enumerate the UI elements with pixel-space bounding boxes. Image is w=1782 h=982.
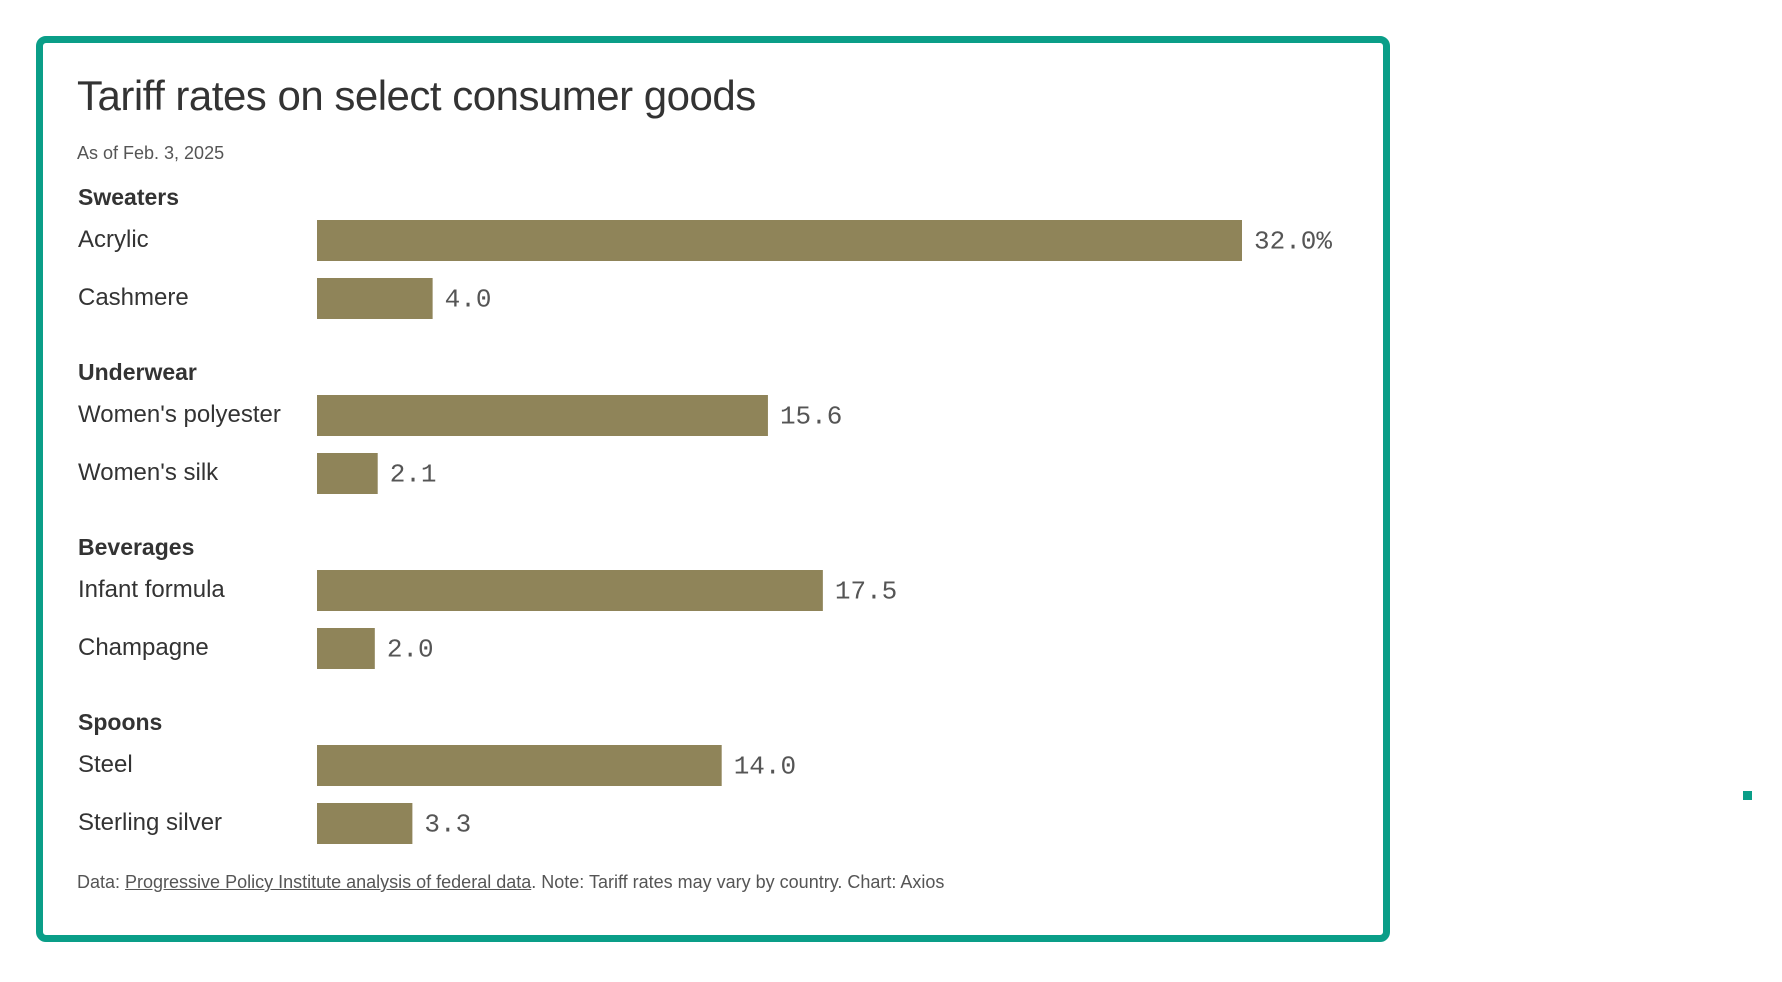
category-label-infant-formula: Infant formula — [78, 576, 225, 603]
category-label-steel: Steel — [78, 751, 133, 778]
chart-title: Tariff rates on select consumer goods — [77, 72, 756, 119]
chart-card — [36, 36, 1390, 942]
group-label-spoons: Spoons — [78, 709, 162, 735]
decorative-square — [1743, 791, 1752, 800]
value-label-champagne: 2.0 — [387, 634, 434, 664]
chart-footer: Data: Progressive Policy Institute analy… — [77, 872, 944, 893]
value-label-steel: 14.0 — [734, 751, 796, 781]
bar-women-s-silk — [317, 453, 378, 494]
value-label-infant-formula: 17.5 — [835, 576, 897, 606]
bar-sterling-silver — [317, 803, 413, 844]
bar-women-s-polyester — [317, 395, 768, 436]
category-label-champagne: Champagne — [78, 634, 209, 661]
group-label-beverages: Beverages — [78, 534, 194, 560]
value-label-acrylic: 32.0% — [1254, 226, 1332, 256]
group-label-sweaters: Sweaters — [78, 184, 179, 210]
value-label-women-s-polyester: 15.6 — [780, 401, 842, 431]
bar-cashmere — [317, 278, 433, 319]
footer-note: . Note: Tariff rates may vary by country… — [531, 872, 945, 892]
bar-infant-formula — [317, 570, 823, 611]
bar-acrylic — [317, 220, 1242, 261]
category-label-women-s-silk: Women's silk — [78, 459, 219, 486]
bar-steel — [317, 745, 722, 786]
source-link[interactable]: Progressive Policy Institute analysis of… — [125, 872, 532, 892]
bar-champagne — [317, 628, 375, 669]
category-label-sterling-silver: Sterling silver — [78, 809, 222, 836]
footer-prefix: Data: — [77, 872, 126, 892]
value-label-cashmere: 4.0 — [445, 284, 492, 314]
group-label-underwear: Underwear — [78, 359, 197, 385]
category-label-acrylic: Acrylic — [78, 226, 149, 253]
value-label-sterling-silver: 3.3 — [424, 809, 471, 839]
chart-subtitle: As of Feb. 3, 2025 — [77, 143, 225, 163]
category-label-women-s-polyester: Women's polyester — [78, 401, 281, 428]
category-label-cashmere: Cashmere — [78, 284, 189, 311]
value-label-women-s-silk: 2.1 — [390, 459, 437, 489]
